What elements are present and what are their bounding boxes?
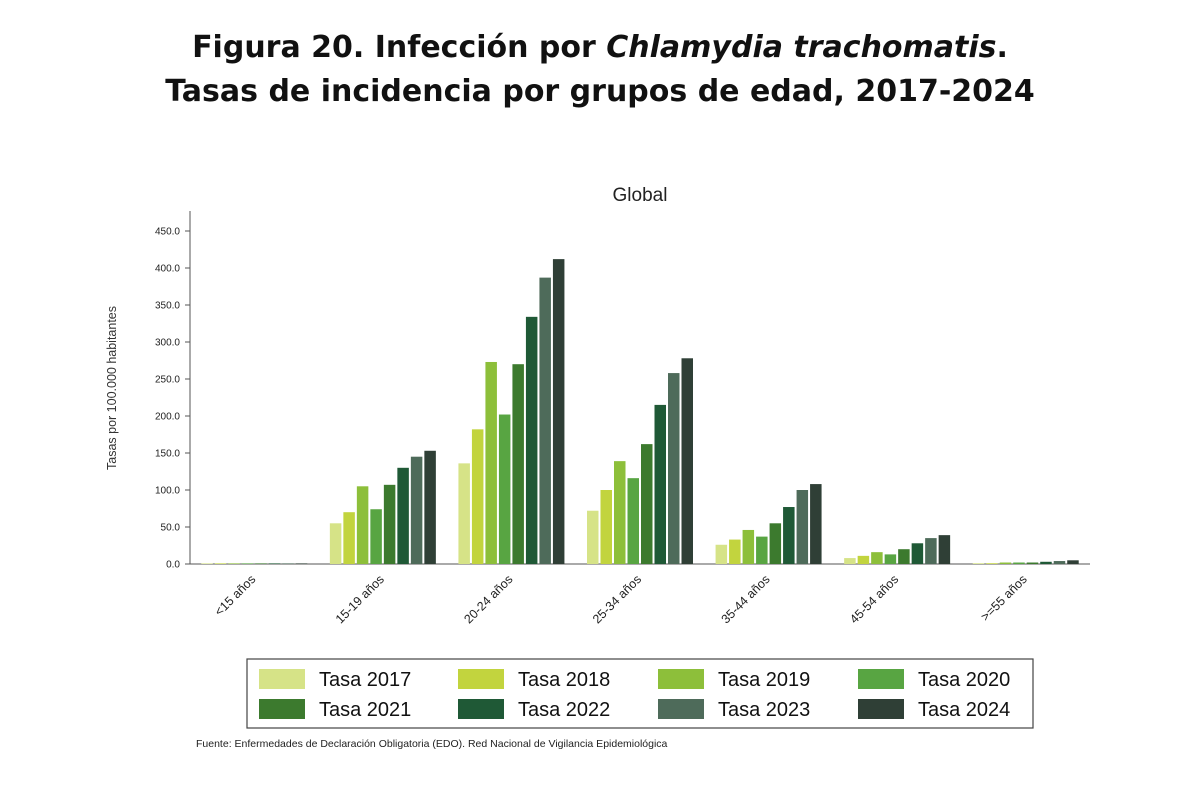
x-tick-label: 35-44 años [719,572,773,626]
bar-tasa-2021 [1026,562,1039,564]
bar-tasa-2018 [214,563,227,564]
figure-title-line2: Tasas de incidencia por grupos de edad, … [165,74,1035,109]
legend-swatch [858,699,904,719]
legend-label: Tasa 2022 [518,699,610,721]
bar-tasa-2020 [370,509,382,564]
bar-tasa-2019 [999,562,1012,564]
bar-tasa-2023 [1053,561,1066,564]
bar-tasa-2023 [796,490,809,564]
bar-tasa-2021 [512,364,524,564]
legend-swatch [458,699,504,719]
chart-title: Global [613,185,668,206]
bar-tasa-2021 [255,563,267,564]
y-tick-label: 100.0 [155,486,180,497]
bar-tasa-2022 [1040,561,1052,564]
bar-tasa-2020 [241,563,254,564]
bar-tasa-2019 [742,529,755,564]
y-tick-label: 300.0 [155,338,180,349]
y-tick-label: 400.0 [155,264,180,275]
bar-tasa-2023 [410,456,423,564]
bar-tasa-2024 [552,259,565,564]
bar-tasa-2020 [627,478,639,564]
bar-tasa-2019 [356,486,369,564]
bar-tasa-2023 [539,277,551,564]
bar-tasa-2020 [498,414,511,564]
legend-label: Tasa 2019 [718,669,810,691]
bar-tasa-2018 [600,490,612,564]
x-tick-label: <15 años [212,572,259,619]
bar-tasa-2021 [641,444,653,564]
legend-swatch [458,669,504,689]
bar-tasa-2017 [972,563,985,564]
bar-tasa-2017 [201,563,213,564]
figure-title: Figura 20. Infección por Chlamydia trach… [0,26,1200,114]
bar-tasa-2023 [282,563,294,564]
bar-tasa-2022 [525,316,538,564]
bar-tasa-2024 [295,563,308,564]
legend-swatch [259,699,305,719]
bar-tasa-2017 [329,523,342,564]
legend-label: Tasa 2017 [319,669,411,691]
bar-tasa-2020 [756,536,768,564]
legend-swatch [658,699,704,719]
bar-tasa-2022 [911,543,924,564]
bar-tasa-2022 [783,507,795,564]
bar-tasa-2021 [898,549,910,564]
x-tick-label: 45-54 años [847,572,901,626]
bar-tasa-2017 [458,463,470,564]
bar-tasa-2024 [681,358,693,564]
x-tick-label: >=55 años [978,572,1030,624]
bar-tasa-2024 [1067,560,1079,564]
figure-title-line1: Figura 20. Infección por Chlamydia trach… [0,26,1200,70]
legend-label: Tasa 2023 [718,699,810,721]
bar-tasa-2018 [471,429,484,564]
bar-tasa-2024 [424,450,436,564]
y-tick-label: 250.0 [155,375,180,386]
bar-tasa-2019 [871,552,883,564]
y-tick-label: 450.0 [155,227,180,238]
bar-tasa-2018 [986,563,998,564]
bar-tasa-2019 [485,361,497,564]
x-tick-label: 15-19 años [333,572,387,626]
bar-tasa-2018 [857,555,870,564]
bar-tasa-2024 [938,535,951,564]
y-tick-label: 200.0 [155,412,180,423]
source-note: Fuente: Enfermedades de Declaración Obli… [196,738,668,750]
x-tick-label: 25-34 años [590,572,644,626]
legend-label: Tasa 2024 [918,699,1010,721]
legend-label: Tasa 2020 [918,669,1010,691]
bar-tasa-2017 [715,544,728,564]
y-tick-label: 350.0 [155,301,180,312]
bar-tasa-2022 [268,563,281,564]
bar-tasa-2020 [1013,562,1025,564]
bar-tasa-2023 [925,538,937,564]
x-tick-label: 20-24 años [461,572,515,626]
y-tick-label: 0.0 [166,560,180,571]
bar-tasa-2023 [668,373,680,564]
bar-tasa-2021 [769,523,782,564]
bar-tasa-2020 [884,554,897,564]
legend-swatch [658,669,704,689]
bar-tasa-2022 [654,404,666,564]
y-axis-label: Tasas por 100.000 habitantes [105,306,119,470]
legend-label: Tasa 2021 [319,699,411,721]
bar-tasa-2019 [614,461,626,564]
bar-tasa-2024 [810,484,822,564]
bar-tasa-2018 [729,539,741,564]
legend-label: Tasa 2018 [518,669,610,691]
legend-swatch [259,669,305,689]
bar-tasa-2017 [844,558,856,564]
title-prefix: Figura 20. Infección por [192,30,607,65]
legend-swatch [858,669,904,689]
title-suffix: . [996,30,1008,65]
bar-tasa-2017 [587,510,599,564]
bar-tasa-2018 [343,512,355,564]
bar-tasa-2021 [383,484,396,564]
title-species: Chlamydia trachomatis [606,30,997,65]
y-tick-label: 150.0 [155,449,180,460]
y-tick-label: 50.0 [161,523,181,534]
bar-tasa-2022 [397,467,409,564]
bar-tasa-2019 [228,563,240,564]
